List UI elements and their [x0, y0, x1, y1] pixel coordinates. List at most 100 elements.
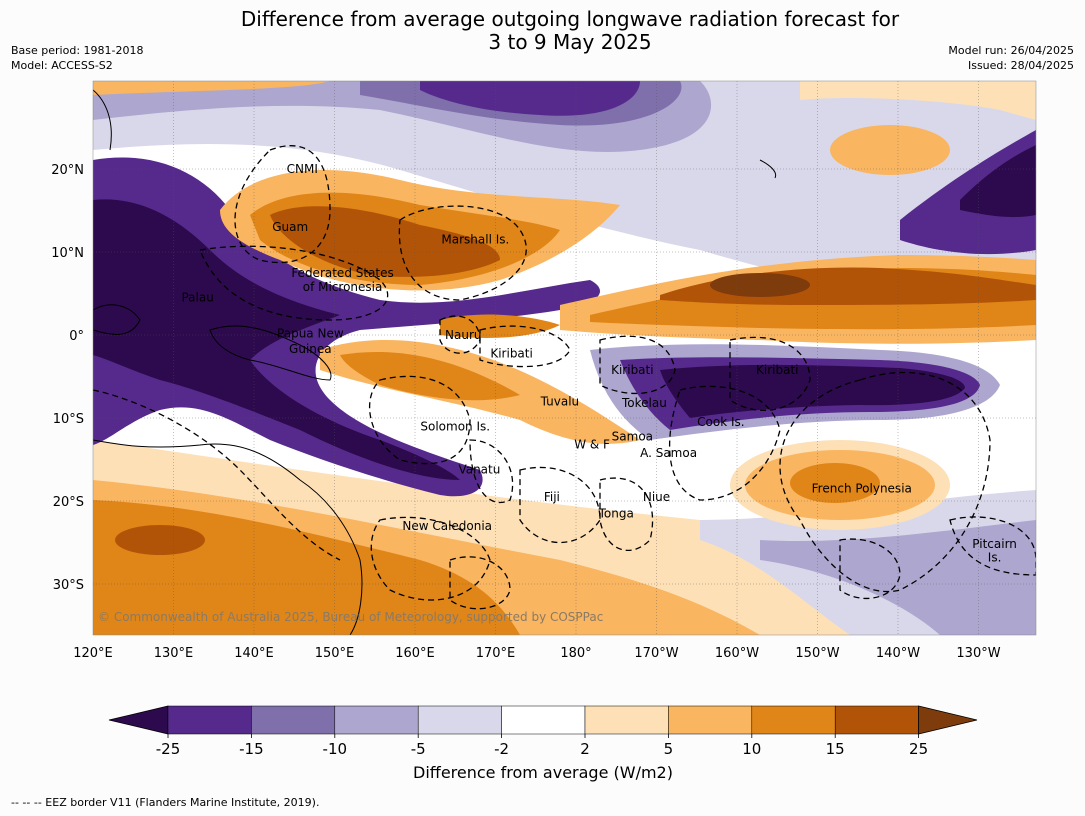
copyright-text: © Commonwealth of Australia 2025, Bureau… — [98, 610, 603, 624]
title-line-2: 3 to 9 May 2025 — [488, 30, 652, 54]
issued-date: Issued: 28/04/2025 — [967, 59, 1074, 72]
place-label: Cook Is. — [697, 415, 744, 429]
lon-tick-label: 170°W — [634, 646, 678, 661]
eez-norfolk — [449, 556, 511, 610]
new-guinea-coast — [209, 325, 332, 381]
map-field — [93, 81, 1036, 635]
colorbar-bin — [834, 705, 919, 735]
field-ne-orange — [830, 125, 950, 175]
lon-tick-label: 130°W — [956, 646, 1000, 661]
field-eq-peak — [710, 273, 810, 297]
colorbar-extend-high — [918, 705, 978, 735]
graticule — [93, 81, 1036, 635]
place-label: Tokelau — [621, 396, 667, 410]
eez-kiribati-c — [599, 335, 676, 395]
colorbar-tick-label: 15 — [826, 740, 845, 758]
place-label: Guam — [272, 220, 308, 234]
map-frame — [92, 80, 1037, 636]
colorbar-tick-label: -5 — [411, 740, 426, 758]
field-central-max — [270, 206, 500, 277]
lon-tick-label: 150°W — [795, 646, 839, 661]
field-north-deep — [420, 81, 640, 116]
eez-marshall — [398, 205, 527, 301]
colorbar: -25 -15 -10 -5 -2 2 5 10 15 25 — [108, 705, 978, 758]
eez-cook — [668, 385, 781, 501]
eez-australia — [93, 389, 341, 561]
lat-tick-label: 0° — [69, 329, 84, 344]
latitude-ticks: 20°N 10°N 0° 10°S 20°S 30°S — [51, 163, 84, 593]
colorbar-bin — [251, 705, 336, 735]
lon-tick-label: 120°E — [73, 646, 113, 661]
colorbar-tick-label: -15 — [239, 740, 264, 758]
colorbar-bin — [668, 705, 753, 735]
field-nw-orange — [93, 81, 330, 95]
place-label: Marshall Is. — [441, 233, 509, 247]
place-label: Palau — [181, 291, 213, 305]
field-ne-purple — [900, 130, 1036, 255]
place-label: Kiribati — [490, 346, 532, 360]
colorbar-tick-label: 5 — [664, 740, 674, 758]
colorbar-tick-label: -10 — [323, 740, 348, 758]
place-label: Pitcairn — [972, 537, 1017, 551]
lon-tick-label: 170°E — [476, 646, 516, 661]
place-label: of Micronesia — [303, 280, 383, 294]
chart-title: Difference from average outgoing longwav… — [170, 8, 970, 54]
eez-solomon — [368, 375, 471, 465]
colorbar-tick-label: 2 — [580, 740, 590, 758]
colorbar-label: Difference from average (W/m2) — [413, 763, 673, 782]
lon-tick-label: 130°E — [154, 646, 194, 661]
lon-tick-label: 150°E — [315, 646, 355, 661]
model-name: Model: ACCESS-S2 — [11, 59, 113, 72]
colorbar-bin — [167, 705, 252, 735]
place-label: Kiribati — [756, 363, 798, 377]
place-label: Tonga — [598, 506, 634, 520]
place-label: Tuvalu — [540, 394, 580, 408]
philippines-coast — [93, 89, 112, 151]
eez-vanuatu — [469, 439, 514, 504]
coastlines — [93, 89, 777, 635]
place-label: Papua New — [277, 326, 344, 340]
longitude-ticks: 120°E 130°E 140°E 150°E 160°E 170°E 180° 170°W 1… — [73, 646, 1000, 661]
place-label: CNMI — [287, 162, 318, 176]
place-label: A. Samoa — [640, 446, 697, 460]
colorbar-bin — [501, 705, 586, 735]
lon-tick-label: 180° — [560, 646, 591, 661]
field-north-light — [93, 81, 1036, 300]
field-south-max — [115, 525, 205, 555]
eez-kiribati-e — [729, 336, 811, 412]
field-se-mid — [760, 520, 1036, 635]
colorbar-tick-label: -25 — [156, 740, 181, 758]
eez-borders — [93, 145, 1036, 610]
hawaii-coast — [759, 159, 777, 179]
colorbar-extend-low — [108, 705, 169, 735]
eez-tonga — [599, 477, 654, 551]
title-line-1: Difference from average outgoing longwav… — [240, 7, 900, 31]
lon-tick-label: 140°W — [876, 646, 920, 661]
colorbar-bin — [417, 705, 502, 735]
place-label: Nauru — [445, 328, 481, 342]
australia-coast — [93, 439, 363, 635]
colorbar-tick-label: -2 — [494, 740, 509, 758]
place-label: Niue — [643, 490, 670, 504]
place-label: New Caledonia — [402, 519, 492, 533]
lat-tick-label: 10°N — [51, 246, 84, 261]
lon-tick-label: 140°E — [234, 646, 274, 661]
place-label: Guinea — [289, 342, 332, 356]
place-label: Is. — [988, 550, 1002, 564]
field-spcz-dark — [340, 351, 520, 401]
field-fp-dark — [790, 463, 880, 503]
place-label: W & F — [574, 438, 610, 452]
eez-fsm — [199, 245, 389, 321]
eez-cnmi — [234, 145, 331, 264]
lon-tick-label: 160°E — [395, 646, 435, 661]
colorbar-tick-label: 10 — [742, 740, 761, 758]
meta-right: Model run: 26/04/2025 Issued: 28/04/2025 — [948, 43, 1074, 73]
eez-new-caledonia — [370, 516, 491, 601]
colorbar-tick-label: 25 — [909, 740, 928, 758]
place-label: French Polynesia — [812, 482, 912, 496]
place-label: Fiji — [544, 490, 560, 504]
lon-tick-label: 160°W — [715, 646, 759, 661]
field-west-purple — [93, 157, 600, 497]
lat-tick-label: 10°S — [53, 412, 84, 427]
